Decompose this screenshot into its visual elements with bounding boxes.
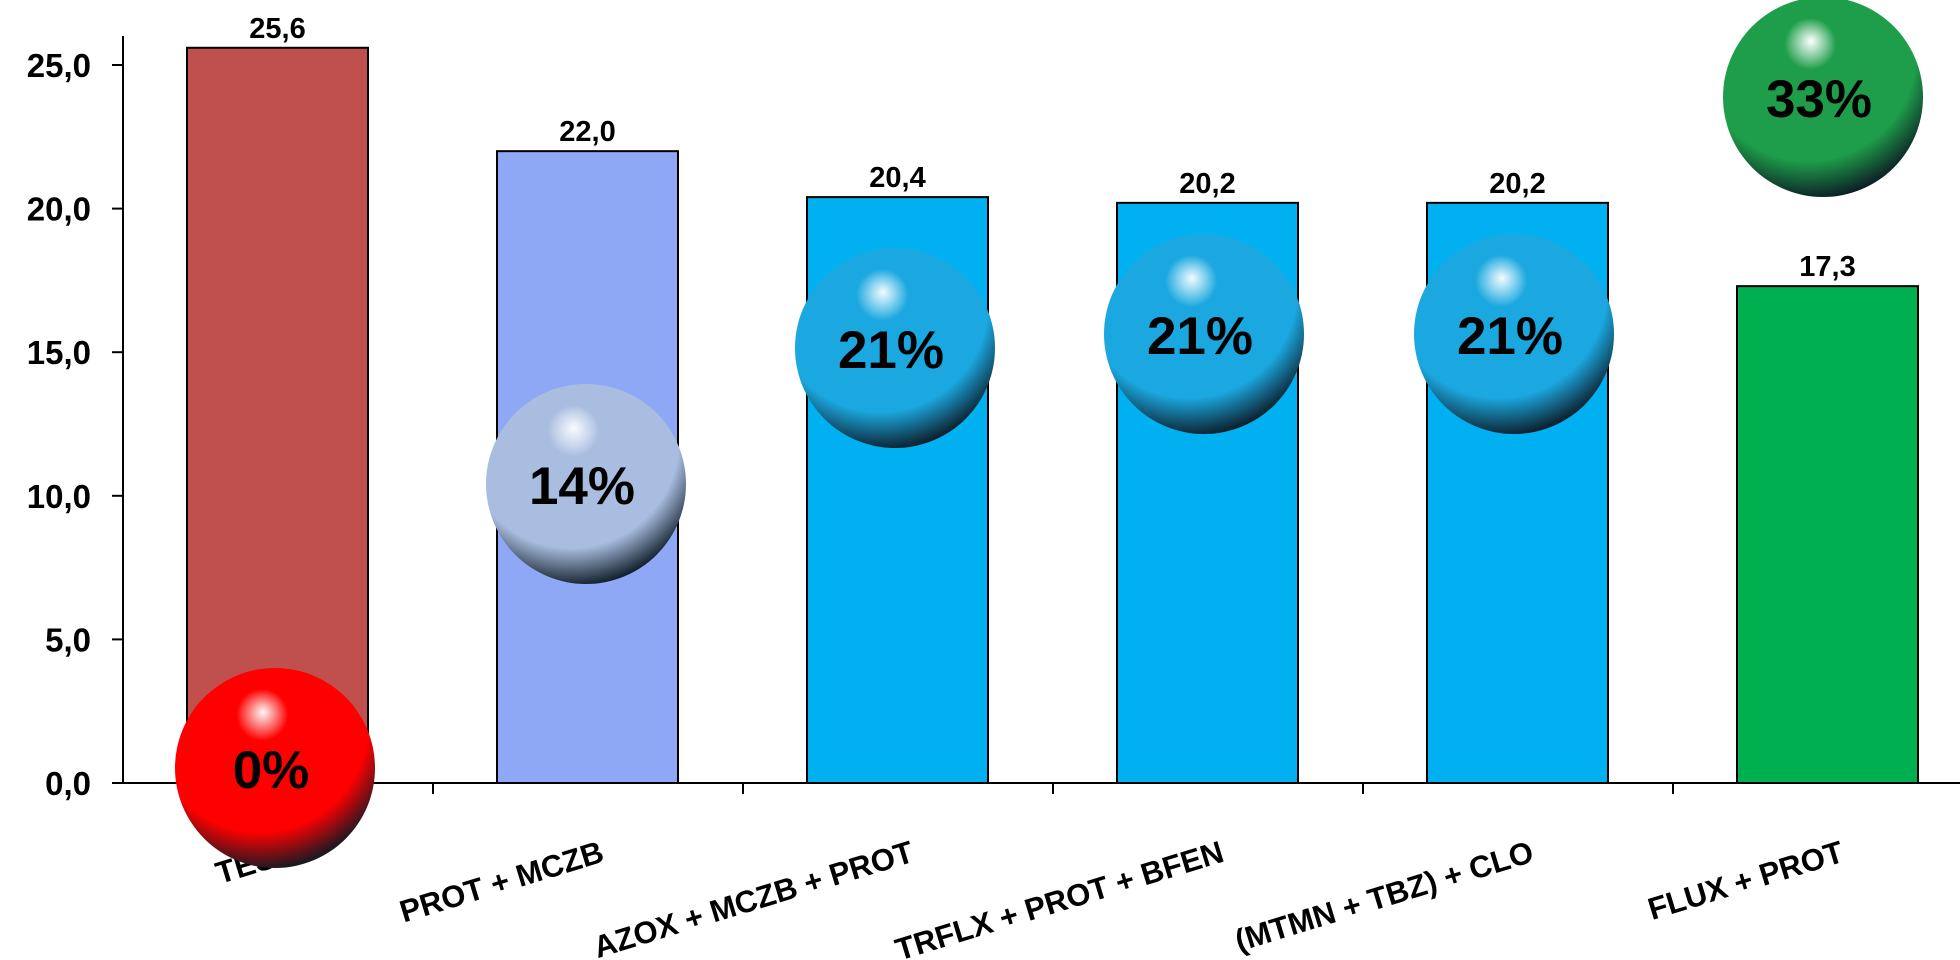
sphere-label-3: 21% [838, 321, 944, 380]
x-category-label-2: PROT + MCZB [396, 834, 608, 929]
y-tick-label: 5,0 [45, 621, 91, 658]
sphere-label-5: 21% [1457, 307, 1563, 366]
data-label-3: 20,4 [869, 162, 925, 194]
y-tick-label: 0,0 [45, 765, 91, 802]
sphere-4 [1104, 234, 1304, 434]
y-tick-label: 15,0 [27, 334, 91, 371]
x-category-label-3: AZOX + MCZB + PROT [589, 834, 917, 960]
sphere-5 [1414, 234, 1614, 434]
sphere-label-2: 14% [529, 457, 635, 516]
bar-6 [1736, 285, 1919, 784]
reduction-spheres: 0% 14% 21% 21% 21% 33% [175, 0, 1923, 868]
sphere-label-4: 21% [1147, 307, 1253, 366]
y-tick-label: 20,0 [27, 191, 91, 228]
x-category-label-4: TRFLX + PROT + BFEN [891, 834, 1227, 960]
x-category-label-5: (MTMN + TBZ) + CLO [1231, 834, 1538, 958]
data-label-4: 20,2 [1179, 168, 1235, 200]
sphere-2 [486, 384, 686, 584]
bar-1 [186, 46, 369, 784]
bars-layer [186, 46, 1919, 785]
sphere-label-6: 33% [1766, 70, 1872, 129]
x-category-label-6: FLUX + PROT [1644, 834, 1848, 927]
sphere-3 [795, 248, 995, 448]
y-tick-label: 10,0 [27, 478, 91, 515]
axes [112, 36, 1960, 794]
data-label-5: 20,2 [1489, 168, 1545, 200]
y-tick-label: 25,0 [27, 47, 91, 84]
sphere-label-1: 0% [233, 741, 310, 800]
data-label-2: 22,0 [559, 116, 615, 148]
sphere-6 [1723, 0, 1923, 197]
data-label-1: 25,6 [249, 13, 305, 45]
data-label-6: 17,3 [1799, 251, 1855, 283]
sphere-1 [175, 668, 375, 868]
